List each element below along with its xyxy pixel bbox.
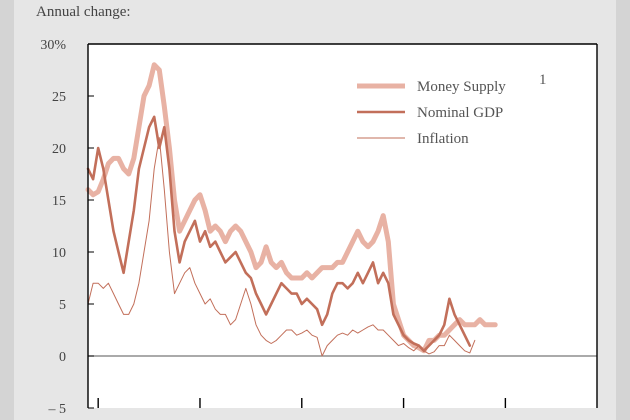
- legend-label-nominal-gdp: Nominal GDP: [417, 105, 503, 121]
- legend-label-money-supply: Money Supply: [417, 79, 506, 95]
- y-tick-label: 5: [59, 298, 66, 313]
- series-line-money-supply: [85, 62, 498, 354]
- y-tick-label: 0: [59, 350, 66, 365]
- series-line-inflation: [87, 137, 476, 357]
- y-tick-label: 15: [52, 194, 66, 209]
- y-tick-label: 10: [52, 246, 66, 261]
- left-border: [0, 0, 14, 420]
- y-tick-label: 25: [52, 90, 66, 105]
- legend-footnote: 1: [539, 72, 547, 88]
- right-border: [616, 0, 630, 420]
- legend-label-inflation: Inflation: [417, 131, 469, 147]
- y-tick-label: 20: [52, 142, 66, 157]
- y-tick-label: – 5: [48, 402, 67, 417]
- chart-caption: Annual change:: [36, 4, 131, 20]
- y-tick-label: 30%: [40, 38, 66, 53]
- series-line-nominal-gdp: [86, 115, 472, 353]
